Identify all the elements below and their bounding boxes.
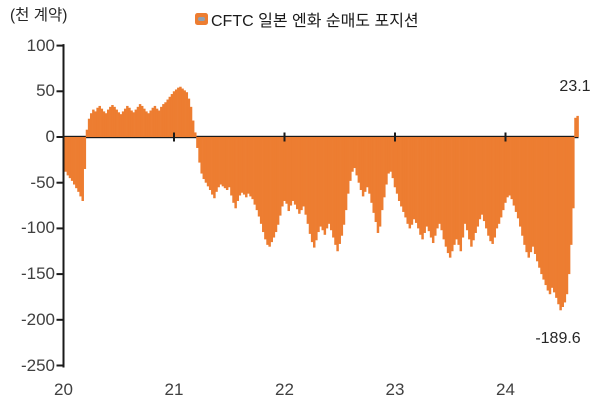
y-tick-label: -200 [20, 309, 55, 329]
y-axis-title: (천 계약) [10, 7, 68, 24]
y-tick-label: 100 [26, 35, 55, 55]
legend: CFTC 일본 엔화 순매도 포지션 [195, 7, 419, 31]
x-tick-label: 22 [275, 380, 294, 399]
legend-marker-dash-icon [198, 17, 205, 21]
y-tick-label: -250 [20, 355, 55, 375]
x-tick-label: 24 [496, 380, 515, 399]
x-tick-label: 20 [54, 380, 73, 399]
y-tick-label: -100 [20, 218, 55, 238]
y-tick-label: 0 [45, 127, 55, 146]
y-tick-label: 50 [36, 81, 55, 101]
x-tick-label: 21 [164, 380, 184, 399]
y-tick-label: -50 [30, 172, 55, 192]
legend-label: CFTC 일본 엔화 순매도 포지션 [211, 13, 419, 30]
annotation-last-value: 23.1 [559, 78, 591, 95]
legend-series-marker-icon [195, 13, 208, 25]
y-tick-label: -150 [20, 264, 55, 284]
annotation-min-value: -189.6 [535, 330, 581, 347]
x-tick-label: 23 [385, 380, 405, 399]
